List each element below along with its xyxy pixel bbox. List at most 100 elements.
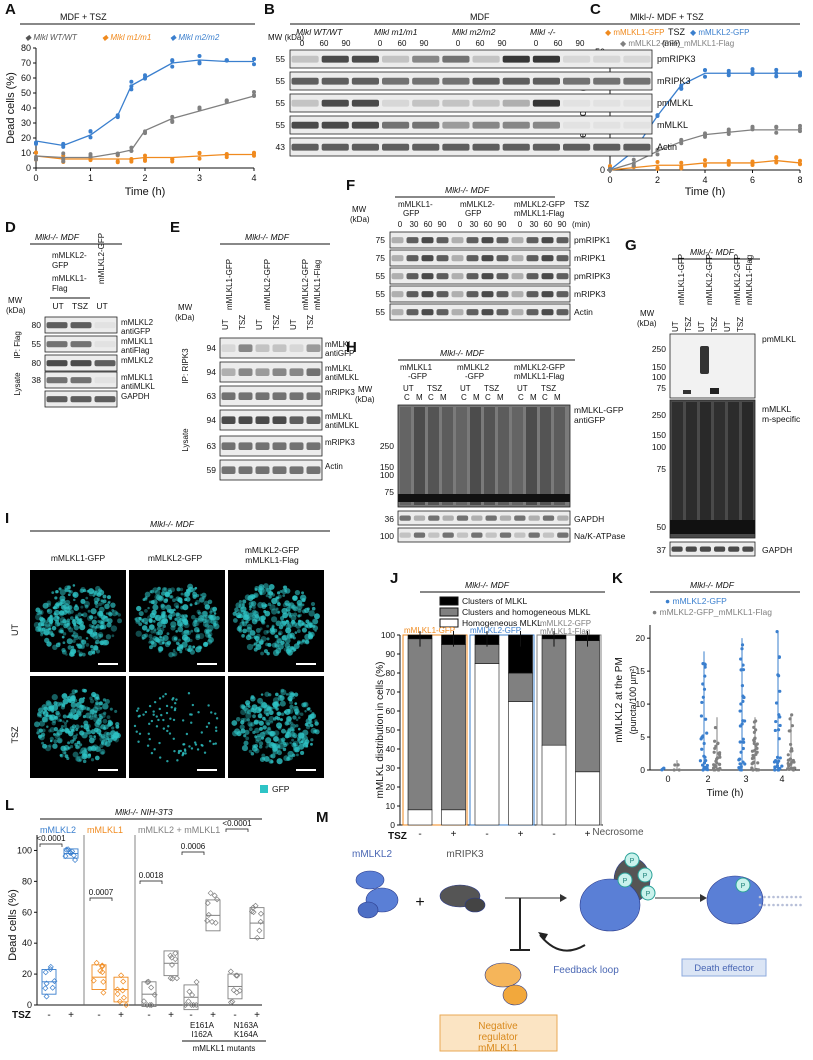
gfp-signal xyxy=(59,701,63,706)
column-label: mMLKL2-GFP xyxy=(733,254,742,305)
gfp-signal xyxy=(240,709,247,716)
data-point xyxy=(608,164,612,169)
data-point xyxy=(143,158,147,163)
gfp-signal xyxy=(56,729,63,736)
data-point xyxy=(248,908,255,915)
gfp-signal xyxy=(182,618,189,625)
blot-row-label: m-specific xyxy=(762,414,801,424)
y-tick-label: 50 xyxy=(386,725,396,735)
band xyxy=(421,255,434,262)
gfp-signal xyxy=(102,594,107,599)
genotype-label: Mlkl m2/m2 xyxy=(452,27,496,37)
band xyxy=(351,77,379,85)
data-point xyxy=(742,719,747,723)
gfp-signal xyxy=(63,751,67,755)
gfp-signal xyxy=(144,710,148,714)
gfp-signal xyxy=(52,606,56,610)
gfp-signal xyxy=(189,603,193,607)
gfp-signal xyxy=(202,618,207,624)
band xyxy=(526,309,539,316)
column-label: GFP xyxy=(52,261,68,270)
gfp-signal xyxy=(177,638,181,642)
data-point xyxy=(740,647,744,651)
gfp-signal xyxy=(40,710,45,715)
data-point xyxy=(703,74,707,79)
gfp-signal xyxy=(157,646,164,652)
gfp-signal xyxy=(275,607,279,611)
blot-pmmlkl xyxy=(669,333,756,399)
death-effector-shape xyxy=(706,875,764,925)
data-point xyxy=(143,131,147,136)
gfp-signal xyxy=(195,593,200,598)
gfp-signal xyxy=(290,721,294,725)
column-label: mMLKL2-GFP xyxy=(705,254,714,305)
gfp-signal xyxy=(149,637,155,644)
gfp-signal xyxy=(256,633,261,639)
band xyxy=(306,416,321,424)
data-point xyxy=(754,728,758,732)
data-point xyxy=(739,657,743,661)
gfp-signal xyxy=(165,704,169,708)
band xyxy=(391,309,404,316)
gfp-signal xyxy=(282,612,289,619)
x-axis-label: Time (h) xyxy=(707,788,744,799)
gfp-signal xyxy=(209,615,215,621)
mw-marker: 55 xyxy=(376,307,386,317)
band xyxy=(728,546,740,552)
band xyxy=(46,341,68,348)
band xyxy=(511,237,524,244)
gfp-signal xyxy=(45,711,49,715)
band xyxy=(412,121,440,129)
gfp-signal xyxy=(185,597,191,602)
gfp-signal xyxy=(179,618,183,622)
data-point xyxy=(738,762,742,766)
gfp-signal xyxy=(72,751,79,758)
gfp-signal xyxy=(287,609,291,613)
gfp-signal xyxy=(35,626,42,633)
band xyxy=(526,237,539,244)
gfp-signal xyxy=(148,704,152,708)
band xyxy=(526,255,539,262)
schematic-label: mRIPK3 xyxy=(446,849,484,860)
gfp-signal xyxy=(165,711,169,715)
band xyxy=(382,121,410,129)
gfp-signal xyxy=(162,695,165,698)
blot-row-label: Actin xyxy=(657,142,677,152)
gfp-signal xyxy=(46,701,53,708)
gfp-signal xyxy=(159,595,164,601)
gfp-signal xyxy=(301,591,305,595)
data-point xyxy=(786,761,790,766)
lane-smear xyxy=(540,407,551,505)
gfp-signal xyxy=(135,616,141,623)
gfp-signal xyxy=(166,729,169,733)
blot-row-label: mMLKL1 xyxy=(121,373,154,382)
data-point xyxy=(704,717,708,721)
gfp-signal xyxy=(301,735,308,742)
data-point xyxy=(252,62,256,67)
gfp-signal xyxy=(155,617,158,621)
gfp-signal xyxy=(250,696,256,702)
gfp-signal xyxy=(152,620,156,623)
band xyxy=(472,143,500,151)
gfp-signal xyxy=(279,590,283,593)
band xyxy=(94,322,116,329)
gfp-signal xyxy=(37,622,43,627)
gfp-signal xyxy=(268,584,275,590)
gfp-signal xyxy=(241,745,249,752)
mw-label: MW xyxy=(178,303,193,312)
gfp-signal xyxy=(290,615,297,621)
gfp-signal xyxy=(246,710,252,715)
gfp-signal xyxy=(303,741,309,747)
gfp-signal xyxy=(74,707,80,713)
data-point xyxy=(227,968,234,975)
gfp-signal xyxy=(243,734,247,738)
data-point xyxy=(252,90,256,95)
panel-l-header: Mlkl-/- NIH-3T3 xyxy=(115,807,173,817)
time-label: 90 xyxy=(498,220,507,229)
mw-marker: 75 xyxy=(376,235,386,245)
group-label: Lysate xyxy=(181,428,190,452)
genotype-label: Mlkl -/- xyxy=(530,27,556,37)
tsz-sign: - xyxy=(97,1010,100,1021)
gfp-signal xyxy=(35,607,41,613)
gfp-signal xyxy=(72,734,78,740)
